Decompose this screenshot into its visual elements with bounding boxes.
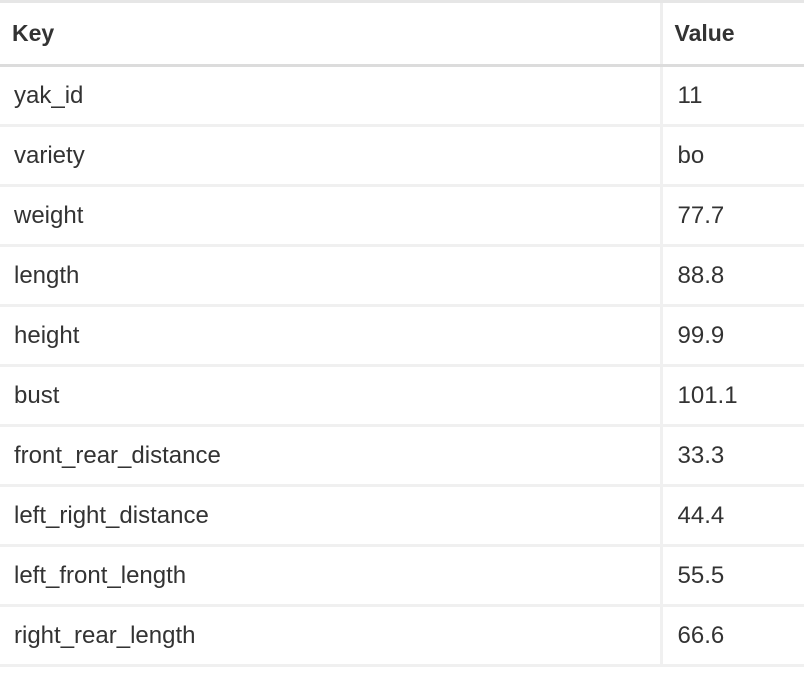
row-value: 77.7 (659, 185, 804, 247)
row-key: left_front_length (0, 545, 661, 607)
table-row: length 88.8 (0, 245, 804, 307)
header-row: Key Value (0, 0, 804, 67)
row-value: 99.9 (659, 305, 804, 367)
table-row: left_right_distance 44.4 (0, 485, 804, 547)
row-key: bust (0, 365, 661, 427)
row-key: weight (0, 185, 661, 247)
table-row: weight 77.7 (0, 185, 804, 247)
column-header-value[interactable]: Value (659, 0, 804, 67)
row-value: 101.1 (659, 365, 804, 427)
row-key: front_rear_distance (0, 425, 661, 487)
table-row: bust 101.1 (0, 365, 804, 427)
column-header-key[interactable]: Key (0, 0, 661, 67)
table-header: Key Value (0, 0, 804, 67)
table-row: yak_id 11 (0, 65, 804, 127)
row-key: height (0, 305, 661, 367)
table-row: left_front_length 55.5 (0, 545, 804, 607)
row-value: 66.6 (659, 605, 804, 667)
table-row: front_rear_distance 33.3 (0, 425, 804, 487)
row-key: variety (0, 125, 661, 187)
row-value: 11 (659, 65, 804, 127)
row-value: 44.4 (659, 485, 804, 547)
table-row: height 99.9 (0, 305, 804, 367)
table-body: yak_id 11 variety bo weight 77.7 length … (0, 65, 804, 667)
row-key: right_rear_length (0, 605, 661, 667)
row-key: length (0, 245, 661, 307)
row-key: left_right_distance (0, 485, 661, 547)
row-key: yak_id (0, 65, 661, 127)
row-value: 55.5 (659, 545, 804, 607)
row-value: bo (659, 125, 804, 187)
table-row: variety bo (0, 125, 804, 187)
row-value: 88.8 (659, 245, 804, 307)
table-row: right_rear_length 66.6 (0, 605, 804, 667)
row-value: 33.3 (659, 425, 804, 487)
